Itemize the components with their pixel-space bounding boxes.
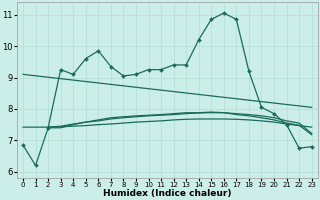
X-axis label: Humidex (Indice chaleur): Humidex (Indice chaleur) — [103, 189, 232, 198]
